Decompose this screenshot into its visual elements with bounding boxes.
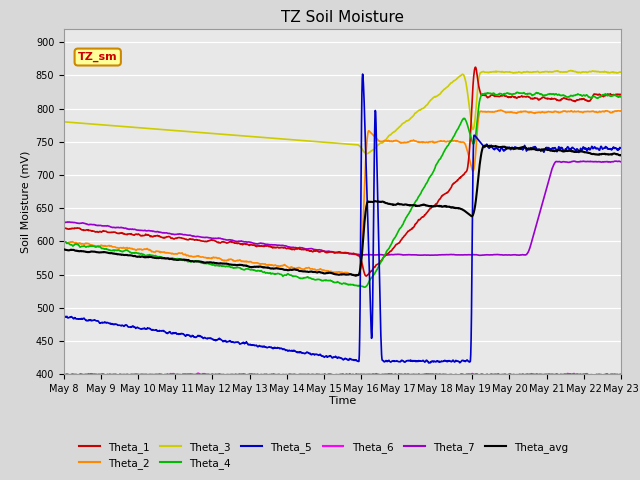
Text: TZ_sm: TZ_sm: [78, 52, 118, 62]
Legend: Theta_1, Theta_2, Theta_3, Theta_4, Theta_5, Theta_6, Theta_7, Theta_avg: Theta_1, Theta_2, Theta_3, Theta_4, Thet…: [75, 437, 572, 473]
Title: TZ Soil Moisture: TZ Soil Moisture: [281, 10, 404, 25]
Y-axis label: Soil Moisture (mV): Soil Moisture (mV): [20, 150, 30, 253]
X-axis label: Time: Time: [329, 396, 356, 406]
